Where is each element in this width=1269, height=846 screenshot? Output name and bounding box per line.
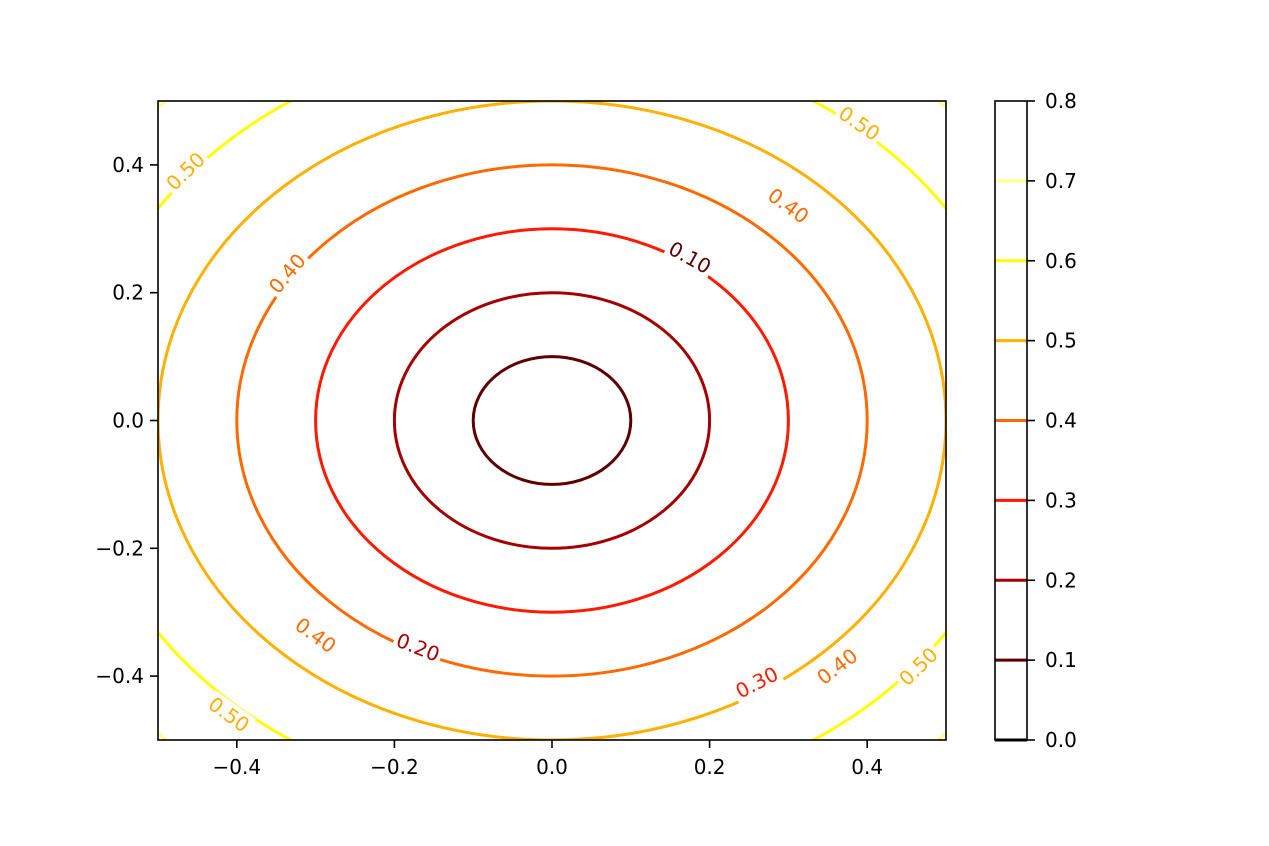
x-tick-label-0: −0.4 bbox=[213, 755, 262, 779]
x-tick-label-1: −0.2 bbox=[370, 755, 419, 779]
contour-label-bg bbox=[159, 145, 212, 198]
colorbar-tick-label-5: 0.5 bbox=[1045, 329, 1077, 353]
contour-line-2 bbox=[392, 291, 712, 550]
x-tick-label-4: 0.4 bbox=[851, 755, 883, 779]
contour-label-bg bbox=[390, 627, 446, 668]
colorbar-tick-label-6: 0.6 bbox=[1045, 249, 1077, 273]
y-axis: −0.4 −0.2 0.0 0.2 0.4 bbox=[95, 153, 158, 688]
y-tick-label-4: 0.4 bbox=[112, 153, 144, 177]
contour-label-bg bbox=[662, 234, 718, 281]
colorbar: 0.0 0.1 0.2 0.3 0.4 0.5 0.6 0.7 0.8 bbox=[994, 89, 1077, 752]
contour-label-bg bbox=[261, 246, 313, 301]
x-axis: −0.4 −0.2 0.0 0.2 0.4 bbox=[213, 740, 883, 779]
plot-area bbox=[158, 101, 946, 740]
x-tick-label-3: 0.2 bbox=[694, 755, 726, 779]
y-tick-label-3: 0.2 bbox=[112, 281, 144, 305]
contour-lines bbox=[158, 101, 946, 740]
y-tick-label-2: 0.0 bbox=[112, 409, 144, 433]
colorbar-tick-label-1: 0.1 bbox=[1045, 648, 1077, 672]
contour-label-bg bbox=[761, 181, 816, 231]
colorbar-tick-label-2: 0.2 bbox=[1045, 568, 1077, 592]
contour-label-bg bbox=[288, 610, 343, 660]
contour-line-1 bbox=[471, 355, 633, 486]
x-tick-label-2: 0.0 bbox=[536, 755, 568, 779]
y-tick-label-1: −0.2 bbox=[95, 536, 144, 560]
colorbar-tick-label-3: 0.3 bbox=[1045, 488, 1077, 512]
contour-label-bg bbox=[892, 640, 945, 693]
contour-label-bg bbox=[201, 690, 257, 739]
contour-label-bg bbox=[810, 641, 865, 692]
contour-line-4 bbox=[235, 163, 869, 678]
contour-label-bg bbox=[729, 660, 785, 705]
contour-line-3 bbox=[314, 227, 790, 614]
colorbar-tick-label-8: 0.8 bbox=[1045, 89, 1077, 113]
colorbar-tick-label-0: 0.0 bbox=[1045, 728, 1077, 752]
y-tick-label-0: −0.4 bbox=[95, 664, 144, 688]
colorbar-tick-label-4: 0.4 bbox=[1045, 409, 1077, 433]
colorbar-ticks: 0.0 0.1 0.2 0.3 0.4 0.5 0.6 0.7 0.8 bbox=[1027, 89, 1077, 752]
contour-label-bg bbox=[831, 99, 887, 148]
colorbar-tick-label-7: 0.7 bbox=[1045, 169, 1077, 193]
